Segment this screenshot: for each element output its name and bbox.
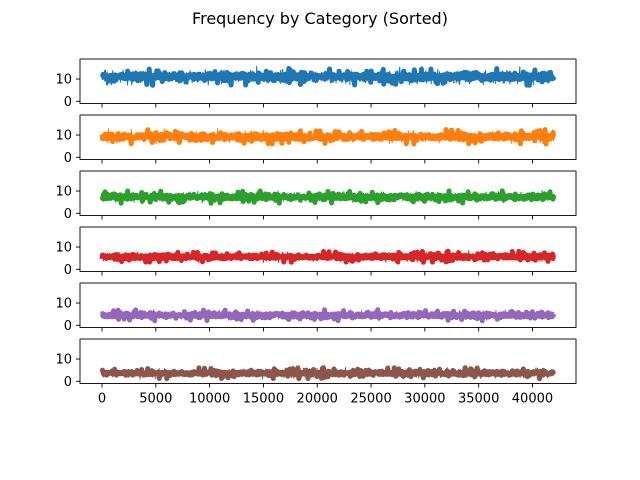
y-tick-label: 10 [55,297,72,312]
axes-frame [79,58,577,104]
y-tick-label: 0 [64,263,72,278]
x-tick-label: 35000 [458,392,499,407]
y-tick-label: 0 [64,319,72,334]
axes-frame [79,170,577,216]
series-noise [101,128,555,144]
y-tick-label: 0 [64,375,72,390]
series-noise [101,190,555,205]
x-tick-label: 40000 [512,392,553,407]
chart-title: Frequency by Category (Sorted) [192,9,448,28]
y-tick-label: 10 [55,129,72,144]
y-tick-label: 10 [55,73,72,88]
subplot: 010 [55,58,577,110]
subplot: 010 [55,282,577,334]
x-tick-label: 20000 [297,392,338,407]
series-noise [101,250,555,264]
y-tick-label: 0 [64,207,72,222]
series-noise [101,65,555,86]
axes-frame [79,282,577,328]
subplot: 010 [55,170,577,222]
y-tick-label: 0 [64,151,72,166]
x-tick-label: 5000 [139,392,172,407]
axes-frame [79,114,577,160]
x-tick-label: 25000 [350,392,391,407]
subplot: 010 [55,226,577,278]
subplot: 0 10 0 5000 10000 15000 20000 25000 30000 35000 40… [55,338,577,407]
x-tick-label: 15000 [243,392,284,407]
y-tick-label: 10 [55,185,72,200]
y-tick-label: 10 [55,353,72,368]
x-tick-label: 30000 [404,392,445,407]
y-tick-label: 10 [55,241,72,256]
axes-frame [79,338,577,384]
axes-frame [79,226,577,272]
series-noise [101,366,555,380]
series-noise [101,309,555,323]
subplot: 010 [55,114,577,166]
y-tick-label: 0 [64,95,72,110]
x-tick-label: 10000 [189,392,230,407]
x-tick-label: 0 [98,392,106,407]
